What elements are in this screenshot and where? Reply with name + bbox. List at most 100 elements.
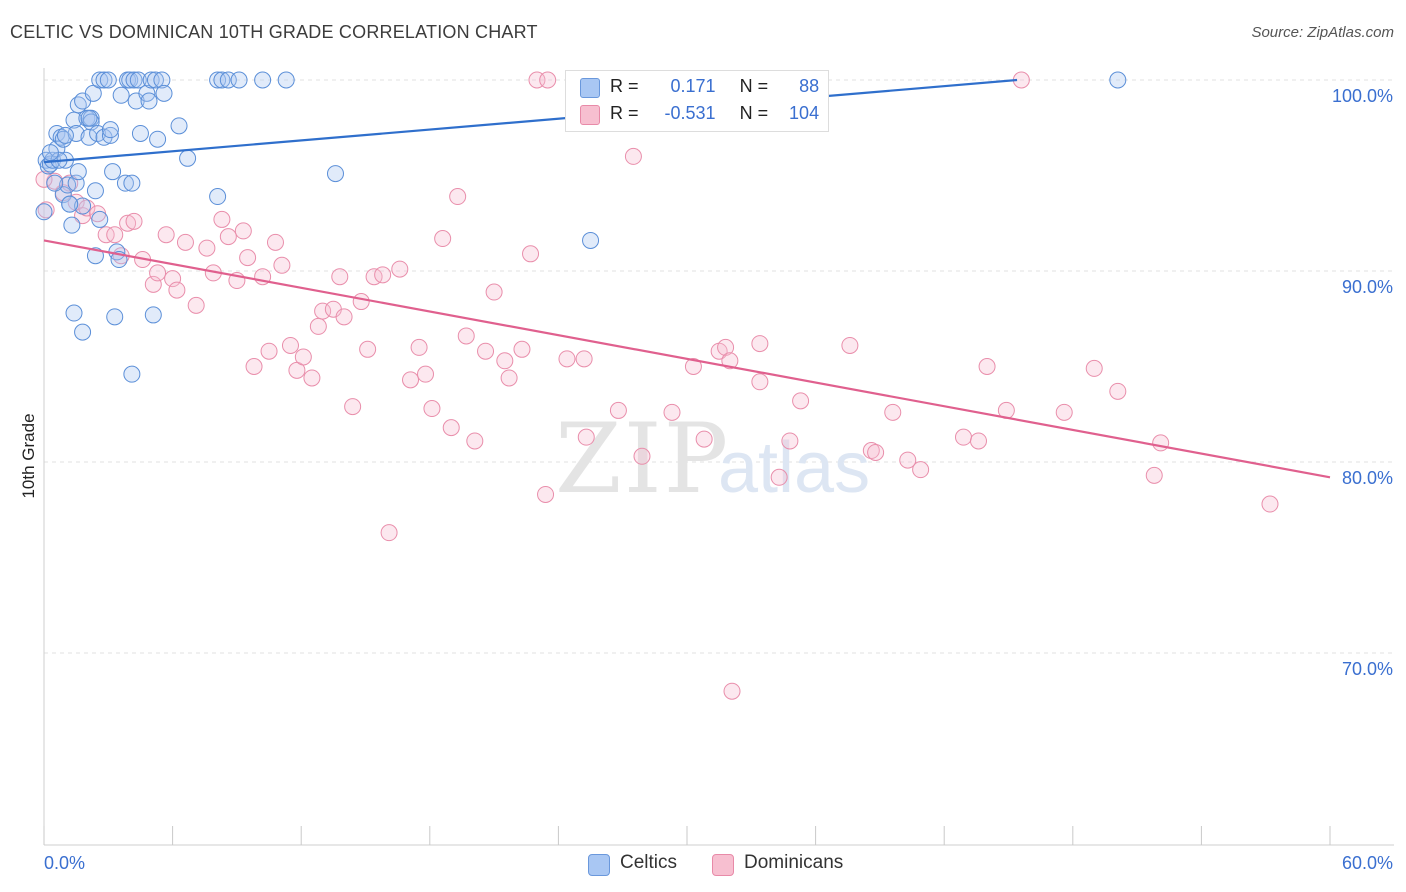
celtics-point (155, 84, 173, 102)
celtics-point (112, 86, 130, 104)
legend-swatch-dominicans (580, 105, 600, 125)
celtics-point (140, 92, 158, 110)
legend-n-value-dominicans: 104 (789, 103, 820, 123)
correlation-legend: R = 0.171 N = 88 R = -0.531 N = 104 (565, 70, 829, 132)
dominicans-point (402, 371, 420, 389)
bottom-legend-swatch-celtics (588, 854, 610, 876)
dominicans-point (391, 260, 409, 278)
dominicans-point (314, 302, 332, 320)
celtics-point (69, 163, 87, 181)
dominicans-point (281, 336, 299, 354)
dominicans-point (78, 199, 96, 217)
dominicans-point (717, 338, 735, 356)
dominicans-point (260, 342, 278, 360)
dominicans-point (633, 447, 651, 465)
dominicans-point (751, 373, 769, 391)
celtics-point (125, 71, 143, 89)
dominicans-point (149, 264, 167, 282)
celtics-point (106, 308, 124, 326)
watermark-atlas: atlas (718, 428, 870, 508)
celtics-point (56, 126, 74, 144)
dominicans-point (97, 226, 115, 244)
y-tick-label: 100.0% (1332, 86, 1393, 106)
dominicans-point (841, 336, 859, 354)
legend-r-value-celtics: 0.171 (670, 76, 716, 96)
dominicans-point (144, 275, 162, 293)
dominicans-point (164, 270, 182, 288)
dominicans-point (537, 485, 555, 503)
celtics-point (35, 203, 53, 221)
dominicans-point (294, 348, 312, 366)
celtics-point (146, 71, 164, 89)
celtics-point (101, 121, 119, 139)
celtics-point (123, 174, 141, 192)
dominicans-point (331, 268, 349, 286)
dominicans-point (359, 340, 377, 358)
y-tick-label: 70.0% (1342, 659, 1393, 679)
legend-r-value-dominicans: -0.531 (664, 103, 716, 123)
celtics-point (67, 124, 85, 142)
y-tick-label: 80.0% (1342, 468, 1393, 488)
bottom-legend-label-celtics: Celtics (620, 852, 678, 873)
dominicans-point (423, 400, 441, 418)
celtics-point (46, 174, 64, 192)
celtics-point (41, 144, 59, 162)
dominicans-point (1152, 434, 1170, 452)
dominicans-point (609, 401, 627, 419)
celtics-point (213, 71, 231, 89)
dominicans-point (417, 365, 435, 383)
celtics-point (65, 304, 83, 322)
trend-lines (43, 78, 1331, 479)
celtics-point (129, 71, 147, 89)
dominicans-point (1145, 466, 1163, 484)
celtics-point (91, 210, 109, 228)
dominicans-point (303, 369, 321, 387)
dominicans-point (380, 524, 398, 542)
dominicans-point (477, 342, 495, 360)
dominicans-point (309, 317, 327, 335)
legend-n-label: N = (739, 103, 769, 123)
chart-title: CELTIC VS DOMINICAN 10TH GRADE CORRELATI… (10, 22, 538, 42)
celtics-point (63, 216, 81, 234)
dominicans-point (899, 451, 917, 469)
dominicans-point (867, 443, 885, 461)
celtics-point (121, 71, 139, 89)
dominicans-point (442, 419, 460, 437)
bottom-legend-swatch-dominicans (712, 854, 734, 876)
legend-r-label: R = (610, 103, 639, 123)
celtics-point (144, 306, 162, 324)
watermark-zip: ZIP (555, 403, 730, 515)
bottom-legend-label-dominicans: Dominicans (744, 852, 844, 873)
dominicans-point (187, 296, 205, 314)
dominicans-point (125, 212, 143, 230)
dominicans-point (245, 358, 263, 375)
x-tick-label-max: 60.0% (1342, 853, 1393, 873)
dominicans-point (575, 350, 593, 368)
celtics-point (209, 188, 227, 206)
celtics-point (254, 71, 272, 89)
data-points (35, 71, 1279, 700)
legend-n-value-celtics: 88 (799, 76, 820, 96)
celtics-point (59, 176, 77, 194)
dominicans-point (663, 403, 681, 421)
celtics-point (123, 365, 141, 383)
dominicans-point (558, 350, 576, 368)
celtics-trend-line (43, 78, 1018, 164)
dominicans-point (119, 214, 137, 232)
dominicans-point (344, 398, 362, 416)
x-tick-label-min: 0.0% (44, 853, 85, 873)
dominicans-point (234, 222, 252, 240)
celtics-point (91, 71, 109, 89)
dominicans-point (522, 245, 540, 263)
legend-r-label: R = (610, 76, 639, 96)
celtics-point (277, 71, 295, 89)
dominicans-point (496, 352, 514, 370)
dominicans-point (792, 392, 810, 410)
dominicans-point (978, 358, 996, 375)
celtics-point (80, 109, 98, 127)
dominicans-point (485, 283, 503, 301)
dominicans-point (862, 442, 880, 460)
celtics-point (179, 149, 197, 167)
y-axis-title: 10th Grade (19, 413, 38, 498)
